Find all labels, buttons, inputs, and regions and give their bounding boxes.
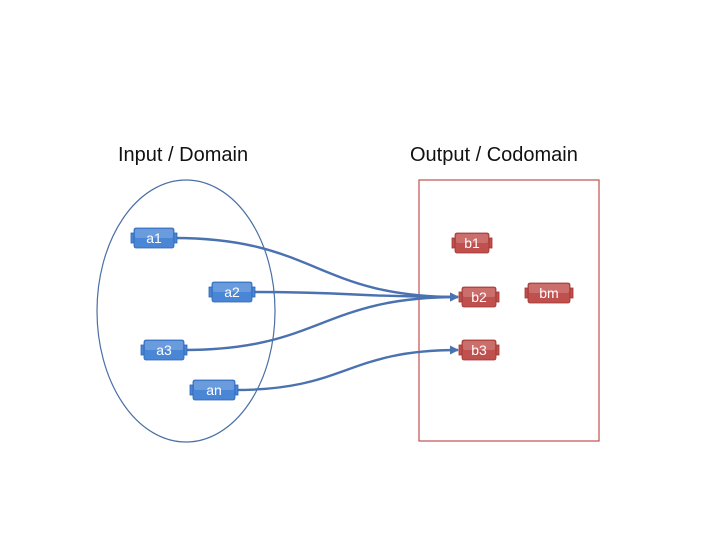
element-label-b2: b2 bbox=[471, 289, 487, 305]
element-label-b3: b3 bbox=[471, 342, 487, 358]
mapping-arrow-a3-b2 bbox=[183, 292, 459, 352]
mapping-arrow-an-b3 bbox=[234, 345, 459, 392]
codomain-set-box bbox=[418, 179, 600, 442]
element-a3: a3 bbox=[140, 339, 188, 361]
element-an: an bbox=[189, 379, 239, 401]
element-bm: bm bbox=[524, 282, 574, 304]
set-elements: a1 a2 a3 an b1 b2 bm b3 bbox=[130, 227, 574, 401]
domain-set-ellipse bbox=[96, 179, 276, 443]
element-b1: b1 bbox=[451, 232, 493, 254]
element-a2: a2 bbox=[208, 281, 256, 303]
mapping-arrow-a2-b2 bbox=[251, 290, 459, 302]
element-b3: b3 bbox=[458, 339, 500, 361]
element-label-a1: a1 bbox=[146, 230, 162, 246]
domain-title: Input / Domain bbox=[118, 144, 249, 166]
element-label-b1: b1 bbox=[464, 235, 480, 251]
element-label-a2: a2 bbox=[224, 284, 240, 300]
element-label-bm: bm bbox=[539, 285, 558, 301]
element-label-an: an bbox=[206, 382, 222, 398]
element-label-a3: a3 bbox=[156, 342, 172, 358]
codomain-title: Output / Codomain bbox=[410, 144, 578, 166]
mapping-arrow-a1-b2 bbox=[173, 236, 459, 302]
element-a1: a1 bbox=[130, 227, 178, 249]
element-b2: b2 bbox=[458, 286, 500, 308]
mapping-edges bbox=[173, 236, 459, 392]
